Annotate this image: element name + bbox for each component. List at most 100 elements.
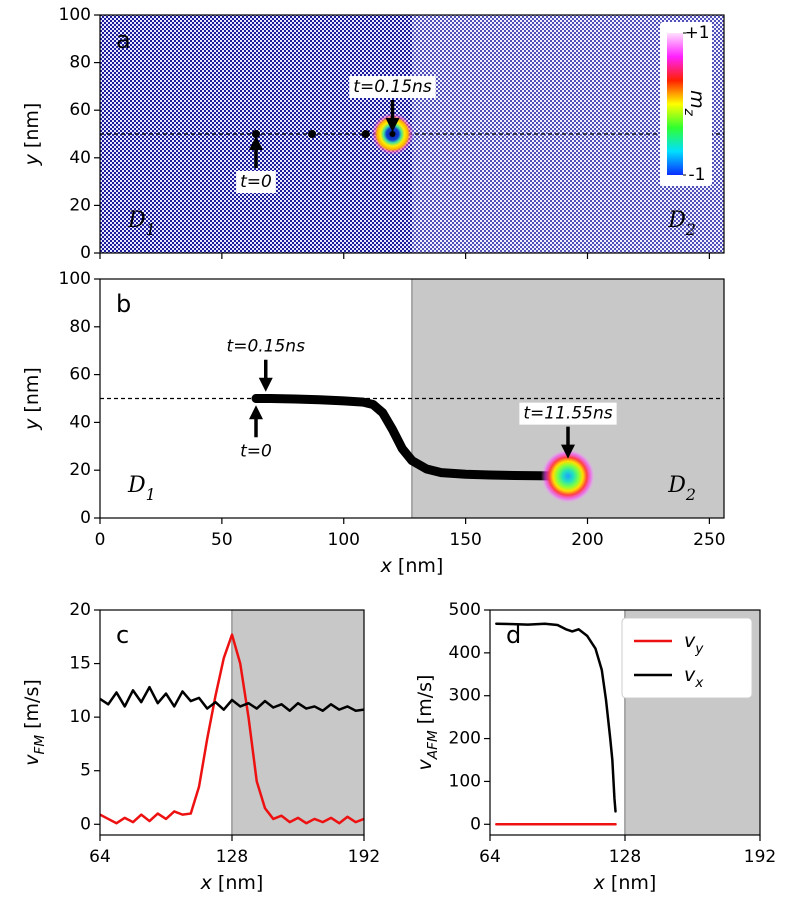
domain-label: D1: [127, 473, 156, 504]
y-tick-label: 5: [80, 761, 91, 781]
y-tick-label: 60: [69, 100, 91, 120]
y-tick-label: 10: [69, 707, 91, 727]
y-tick-label: 0: [80, 814, 91, 834]
annotation-text: t=0.15ns: [227, 337, 306, 357]
legend-symbol: v: [684, 664, 696, 686]
skyrmion: [541, 449, 595, 504]
y-tick-label: 200: [449, 729, 481, 749]
x-tick-label: 64: [479, 847, 501, 867]
domain-label: D1: [127, 208, 156, 239]
colorbar-label-symbol: m: [687, 90, 709, 109]
colorbar-tick-label: +1: [684, 23, 709, 43]
annotation-text: t=0: [240, 441, 272, 461]
plot-area: [100, 279, 724, 518]
panel-letter: c: [116, 621, 129, 649]
shaded-region: [232, 610, 364, 835]
y-axis-label: vFM [m/s]: [21, 679, 49, 766]
y-tick-label: 20: [69, 600, 91, 620]
y-axis-label-symbol: v: [414, 758, 436, 770]
x-tick-label: 250: [693, 530, 725, 550]
y-tick-label: 60: [69, 365, 91, 385]
legend-label: vx: [684, 664, 704, 692]
x-axis-label: x [nm]: [380, 555, 444, 577]
y-tick-label: 80: [69, 53, 91, 73]
x-tick-label: 192: [744, 847, 776, 867]
position-dot: [308, 130, 317, 138]
y-axis-label-sub: FM: [32, 735, 48, 755]
legend-sub: y: [694, 641, 704, 657]
x-tick-label: 128: [216, 847, 248, 867]
velocity-line: [100, 633, 364, 825]
x-axis-label-symbol: x: [200, 872, 213, 894]
y-axis-label-unit: [m/s]: [414, 675, 436, 725]
velocity-line: [495, 622, 617, 813]
axes-frame: [99, 278, 725, 519]
domain-label-symbol: D: [667, 208, 686, 233]
domain-label-symbol: D: [127, 208, 146, 233]
legend-label: vy: [684, 630, 704, 658]
domain-label-sub: 2: [685, 220, 696, 239]
axes-frame: [99, 14, 725, 254]
annotation-box: [236, 440, 276, 463]
y-tick-label: 500: [449, 600, 481, 620]
position-dot: [252, 130, 260, 138]
position-dot: [361, 130, 370, 138]
y-tick-label: 100: [449, 771, 481, 791]
domain-label-symbol: D: [667, 473, 686, 498]
panel-letter: a: [116, 26, 131, 54]
colorbar-label-sub: z: [681, 108, 697, 117]
colorbar-label: mz: [681, 90, 709, 117]
y-axis-label: y [nm]: [21, 367, 43, 431]
y-tick-label: 100: [59, 269, 91, 289]
y-tick-label: 40: [69, 412, 91, 432]
annotation-box: [349, 76, 436, 98]
x-axis-label-symbol: x: [593, 872, 606, 894]
annotation-box: [236, 171, 276, 193]
x-tick-label: 150: [449, 530, 481, 550]
x-tick-label: 0: [95, 530, 106, 550]
x-axis-label: x [nm]: [200, 872, 264, 894]
x-axis-label-unit: [nm]: [398, 555, 443, 577]
y-tick-label: 0: [470, 814, 481, 834]
y-tick-label: 20: [69, 460, 91, 480]
x-axis-label-symbol: x: [380, 555, 393, 577]
x-axis-label-unit: [nm]: [218, 872, 263, 894]
legend-symbol: v: [684, 630, 696, 652]
plot-area: [100, 15, 724, 253]
colorbar-tick-label: -1: [689, 165, 706, 185]
colorbar: [667, 33, 683, 175]
annotation-text: t=0.15ns: [353, 77, 432, 97]
y-tick-label: 400: [449, 643, 481, 663]
x-axis-label: x [nm]: [593, 872, 657, 894]
x-tick-label: 128: [609, 847, 641, 867]
y-axis-label: y [nm]: [21, 103, 43, 167]
domain-label-sub: 1: [146, 485, 156, 504]
y-tick-label: 0: [80, 243, 91, 263]
panel-letter: b: [116, 290, 131, 318]
annotation-text: t=0: [240, 172, 272, 192]
trajectory: [251, 394, 573, 481]
y-tick-label: 15: [69, 654, 91, 674]
y-axis-label-symbol: y: [21, 153, 43, 166]
domain-label: D2: [667, 473, 696, 504]
x-axis-label-unit: [nm]: [611, 872, 656, 894]
domain-label-sub: 2: [685, 485, 696, 504]
y-tick-label: 300: [449, 686, 481, 706]
annotation-box: [519, 402, 617, 425]
x-tick-label: 192: [348, 847, 380, 867]
annotation-box: [222, 335, 309, 358]
velocity-line: [100, 685, 364, 712]
y-tick-label: 80: [69, 317, 91, 337]
y-tick-label: 100: [59, 5, 91, 25]
legend-box: [621, 617, 753, 699]
domain-label: D2: [667, 208, 696, 239]
x-tick-label: 50: [211, 530, 233, 550]
x-tick-label: 100: [328, 530, 360, 550]
y-axis-label-symbol: y: [21, 418, 43, 431]
y-axis-label-symbol: v: [21, 754, 43, 766]
y-axis-label-sub: AFM: [425, 730, 441, 760]
y-tick-label: 20: [69, 195, 91, 215]
domain-label-symbol: D: [127, 473, 146, 498]
y-tick-label: 40: [69, 148, 91, 168]
